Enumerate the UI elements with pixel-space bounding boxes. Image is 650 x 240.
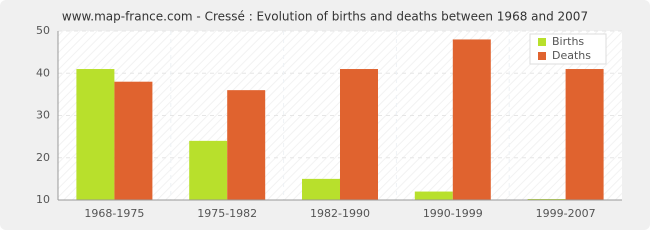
legend-label: Deaths (552, 49, 591, 62)
x-tick-label: 1990-1999 (423, 207, 483, 220)
bar (452, 39, 491, 201)
y-tick-label: 40 (36, 66, 50, 79)
y-tick-label: 20 (36, 151, 50, 164)
x-tick-label: 1982-1990 (310, 207, 370, 220)
legend-swatch (538, 52, 546, 60)
x-tick-label: 1999-2007 (536, 207, 596, 220)
bar (340, 69, 378, 201)
x-tick-label: 1975-1982 (197, 207, 257, 220)
page: {"chart_data": {"type": "bar", "title": … (0, 0, 650, 230)
bar (76, 69, 115, 201)
bar (565, 69, 604, 201)
y-tick-label: 10 (36, 193, 50, 206)
legend-swatch (538, 38, 546, 46)
bar (189, 140, 228, 200)
bar (114, 81, 153, 200)
chart: www.map-france.com - Cressé : Evolution … (0, 0, 650, 230)
y-tick-label: 50 (36, 24, 50, 37)
chart-title: www.map-france.com - Cressé : Evolution … (62, 10, 588, 24)
y-tick-label: 30 (36, 109, 50, 122)
x-tick-label: 1968-1975 (84, 207, 144, 220)
bar (227, 90, 266, 200)
bar (414, 191, 453, 200)
bar (302, 178, 340, 200)
legend-label: Births (552, 35, 584, 48)
